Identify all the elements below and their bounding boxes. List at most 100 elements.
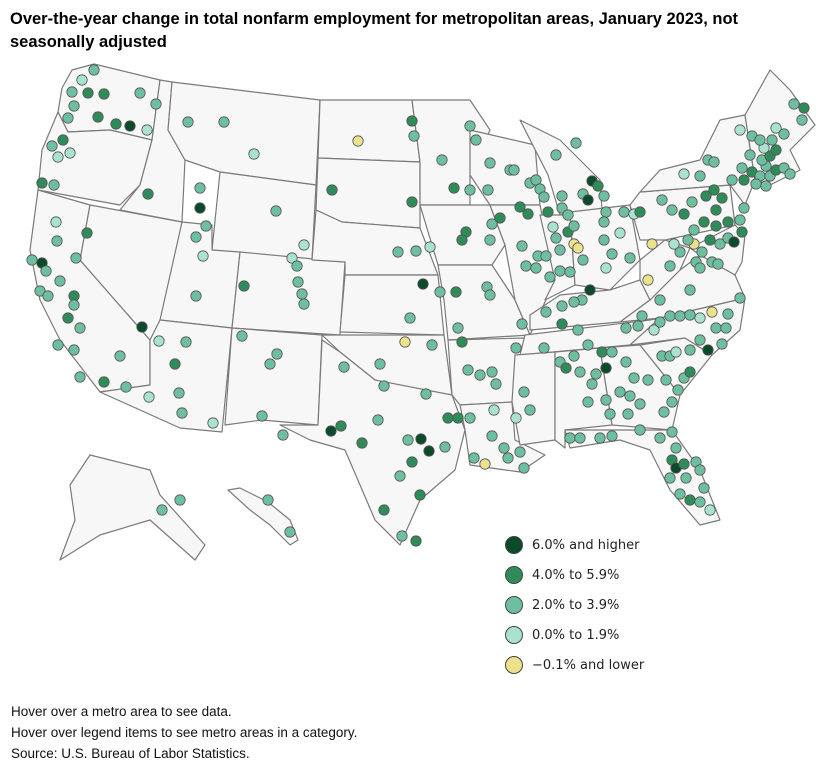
metro-area-dot[interactable] — [448, 182, 460, 194]
metro-area-dot[interactable] — [656, 194, 668, 206]
metro-area-dot[interactable] — [540, 306, 552, 318]
metro-area-dot[interactable] — [658, 406, 670, 418]
metro-area-dot[interactable] — [68, 299, 80, 311]
metro-area-dot[interactable] — [68, 344, 80, 356]
metro-area-dot[interactable] — [556, 300, 568, 312]
metro-area-dot[interactable] — [298, 298, 310, 310]
metro-area-dot[interactable] — [694, 262, 706, 274]
metro-area-dot[interactable] — [604, 408, 616, 420]
metro-area-dot[interactable] — [564, 432, 576, 444]
metro-area-dot[interactable] — [770, 144, 782, 156]
metro-area-dot[interactable] — [694, 496, 706, 508]
metro-area-dot[interactable] — [456, 336, 468, 348]
metro-area-dot[interactable] — [622, 408, 634, 420]
metro-area-dot[interactable] — [70, 252, 82, 264]
metro-area-dot[interactable] — [654, 432, 666, 444]
metro-area-dot[interactable] — [586, 378, 598, 390]
metro-area-dot[interactable] — [502, 452, 514, 464]
metro-area-dot[interactable] — [57, 134, 69, 146]
metro-area-dot[interactable] — [680, 472, 692, 484]
metro-area-dot[interactable] — [702, 344, 714, 356]
metro-area-dot[interactable] — [434, 286, 446, 298]
metro-area-dot[interactable] — [788, 98, 800, 110]
metro-area-dot[interactable] — [562, 209, 574, 221]
metro-area-dot[interactable] — [464, 120, 476, 132]
metro-area-dot[interactable] — [577, 254, 589, 266]
metro-area-dot[interactable] — [464, 412, 476, 424]
metro-area-dot[interactable] — [141, 124, 153, 136]
metro-area-dot[interactable] — [62, 312, 74, 324]
metro-area-dot[interactable] — [592, 180, 604, 192]
metro-area-dot[interactable] — [550, 149, 562, 161]
metro-area-dot[interactable] — [52, 151, 64, 163]
metro-area-dot[interactable] — [182, 116, 194, 128]
metro-area-dot[interactable] — [404, 312, 416, 324]
metro-area-dot[interactable] — [510, 412, 522, 424]
metro-area-dot[interactable] — [442, 412, 454, 424]
metro-area-dot[interactable] — [572, 324, 584, 336]
metro-area-dot[interactable] — [600, 206, 612, 218]
metro-area-dot[interactable] — [540, 250, 552, 262]
metro-area-dot[interactable] — [518, 462, 530, 474]
metro-area-dot[interactable] — [734, 292, 746, 304]
metro-area-dot[interactable] — [524, 404, 536, 416]
metro-area-dot[interactable] — [750, 178, 762, 190]
metro-area-dot[interactable] — [642, 374, 654, 386]
metro-area-dot[interactable] — [423, 445, 435, 457]
metro-area-dot[interactable] — [686, 196, 698, 208]
metro-area-dot[interactable] — [738, 174, 750, 186]
legend-item-c4[interactable]: 4.0% to 5.9% — [505, 560, 644, 590]
metro-area-dot[interactable] — [694, 334, 706, 346]
metro-area-dot[interactable] — [439, 441, 451, 453]
metro-area-dot[interactable] — [484, 157, 496, 169]
metro-area-dot[interactable] — [270, 205, 282, 217]
metro-area-dot[interactable] — [710, 322, 722, 334]
metro-area-dot[interactable] — [142, 188, 154, 200]
metro-area-dot[interactable] — [554, 244, 566, 256]
metro-area-dot[interactable] — [674, 488, 686, 500]
metro-area-dot[interactable] — [498, 442, 510, 454]
metro-area-dot[interactable] — [664, 260, 676, 272]
metro-area-dot[interactable] — [399, 336, 411, 348]
metro-area-dot[interactable] — [88, 64, 100, 76]
metro-area-dot[interactable] — [514, 446, 526, 458]
metro-area-dot[interactable] — [694, 464, 706, 476]
metro-area-dot[interactable] — [618, 206, 630, 218]
metro-area-dot[interactable] — [486, 430, 498, 442]
metro-area-dot[interactable] — [684, 494, 696, 506]
metro-area-dot[interactable] — [698, 216, 710, 228]
metro-area-dot[interactable] — [704, 504, 716, 516]
metro-area-dot[interactable] — [694, 312, 706, 324]
metro-area-dot[interactable] — [197, 250, 209, 262]
metro-area-dot[interactable] — [470, 134, 482, 146]
metro-area-dot[interactable] — [262, 494, 274, 506]
metro-area-dot[interactable] — [516, 318, 528, 330]
metro-area-dot[interactable] — [296, 288, 308, 300]
metro-area-dot[interactable] — [46, 140, 58, 152]
metro-area-dot[interactable] — [452, 322, 464, 334]
metro-area-dot[interactable] — [736, 162, 748, 174]
metro-area-dot[interactable] — [714, 238, 726, 250]
metro-area-dot[interactable] — [646, 238, 658, 250]
metro-area-dot[interactable] — [700, 190, 712, 202]
legend-item-c0[interactable]: 0.0% to 1.9% — [505, 620, 644, 650]
metro-area-dot[interactable] — [668, 238, 680, 250]
metro-area-dot[interactable] — [194, 182, 206, 194]
legend-item-c2[interactable]: 2.0% to 3.9% — [505, 590, 644, 620]
metro-area-dot[interactable] — [722, 308, 734, 320]
metro-area-dot[interactable] — [734, 214, 746, 226]
metro-area-dot[interactable] — [424, 241, 436, 253]
metro-area-dot[interactable] — [584, 284, 596, 296]
metro-area-dot[interactable] — [406, 456, 418, 468]
metro-area-dot[interactable] — [352, 135, 364, 147]
metro-area-dot[interactable] — [464, 184, 476, 196]
metro-area-dot[interactable] — [76, 74, 88, 86]
metro-area-dot[interactable] — [420, 388, 432, 400]
metro-area-dot[interactable] — [410, 245, 422, 257]
metro-area-dot[interactable] — [169, 358, 181, 370]
metro-area-dot[interactable] — [277, 429, 289, 441]
metro-area-dot[interactable] — [598, 234, 610, 246]
metro-area-dot[interactable] — [82, 87, 94, 99]
metro-area-dot[interactable] — [402, 434, 414, 446]
metro-area-dot[interactable] — [636, 310, 648, 322]
